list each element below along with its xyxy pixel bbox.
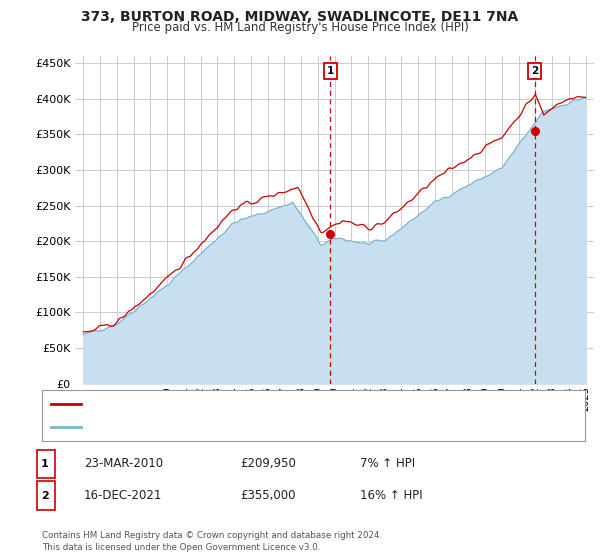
Text: £209,950: £209,950 (240, 457, 296, 470)
Text: 2: 2 (531, 66, 538, 76)
Text: 7% ↑ HPI: 7% ↑ HPI (360, 457, 415, 470)
Text: HPI: Average price, detached house, South Derbyshire: HPI: Average price, detached house, Sout… (85, 422, 382, 432)
Text: £355,000: £355,000 (240, 489, 296, 502)
Text: 1: 1 (326, 66, 334, 76)
Text: Price paid vs. HM Land Registry's House Price Index (HPI): Price paid vs. HM Land Registry's House … (131, 21, 469, 34)
Text: 23-MAR-2010: 23-MAR-2010 (84, 457, 163, 470)
Text: 1: 1 (41, 459, 49, 469)
Text: Contains HM Land Registry data © Crown copyright and database right 2024.
This d: Contains HM Land Registry data © Crown c… (42, 531, 382, 552)
Text: 2: 2 (41, 491, 49, 501)
Text: 16% ↑ HPI: 16% ↑ HPI (360, 489, 422, 502)
Text: 373, BURTON ROAD, MIDWAY, SWADLINCOTE, DE11 7NA (detached house): 373, BURTON ROAD, MIDWAY, SWADLINCOTE, D… (85, 399, 494, 409)
Text: 16-DEC-2021: 16-DEC-2021 (84, 489, 163, 502)
Text: 373, BURTON ROAD, MIDWAY, SWADLINCOTE, DE11 7NA: 373, BURTON ROAD, MIDWAY, SWADLINCOTE, D… (82, 10, 518, 24)
